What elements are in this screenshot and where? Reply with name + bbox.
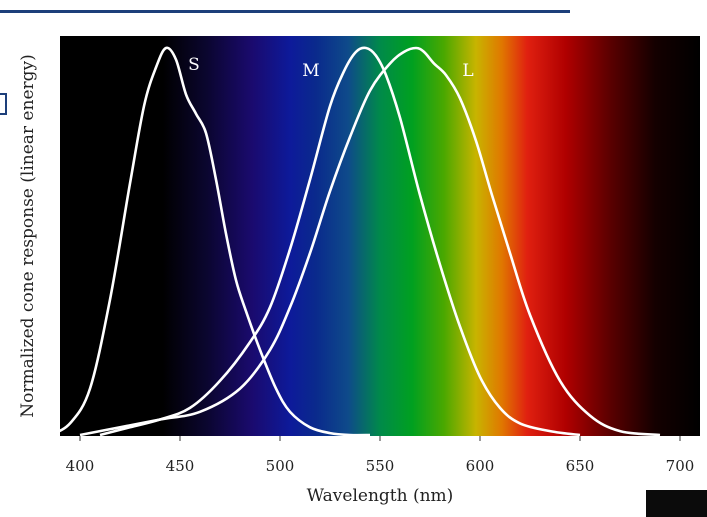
x-axis-title: Wavelength (nm): [307, 486, 454, 506]
x-tick-label: 700: [666, 457, 695, 475]
x-tick-label: 400: [66, 457, 95, 475]
curves-group: [49, 46, 661, 437]
curve-label-s: S: [188, 55, 200, 75]
y-axis-title: Normalized cone response (linear energy): [18, 54, 38, 418]
bracket-icon: [0, 93, 7, 115]
x-tick-label: 650: [566, 457, 595, 475]
top-rule-decoration: [0, 10, 570, 13]
x-tick-label: 500: [266, 457, 295, 475]
curve-label-l: L: [462, 61, 473, 81]
curve-m: [99, 46, 581, 437]
x-tick-label: 450: [166, 457, 195, 475]
x-tick-label: 600: [466, 457, 495, 475]
x-tick-label: 550: [366, 457, 395, 475]
plot-area: [60, 36, 700, 436]
corner-overlay-block: [646, 490, 707, 517]
x-axis: 400 450 500 550 600 650 700: [66, 436, 695, 475]
curve-s: [49, 46, 371, 437]
curve-label-m: M: [302, 61, 319, 81]
curve-l: [79, 46, 661, 437]
